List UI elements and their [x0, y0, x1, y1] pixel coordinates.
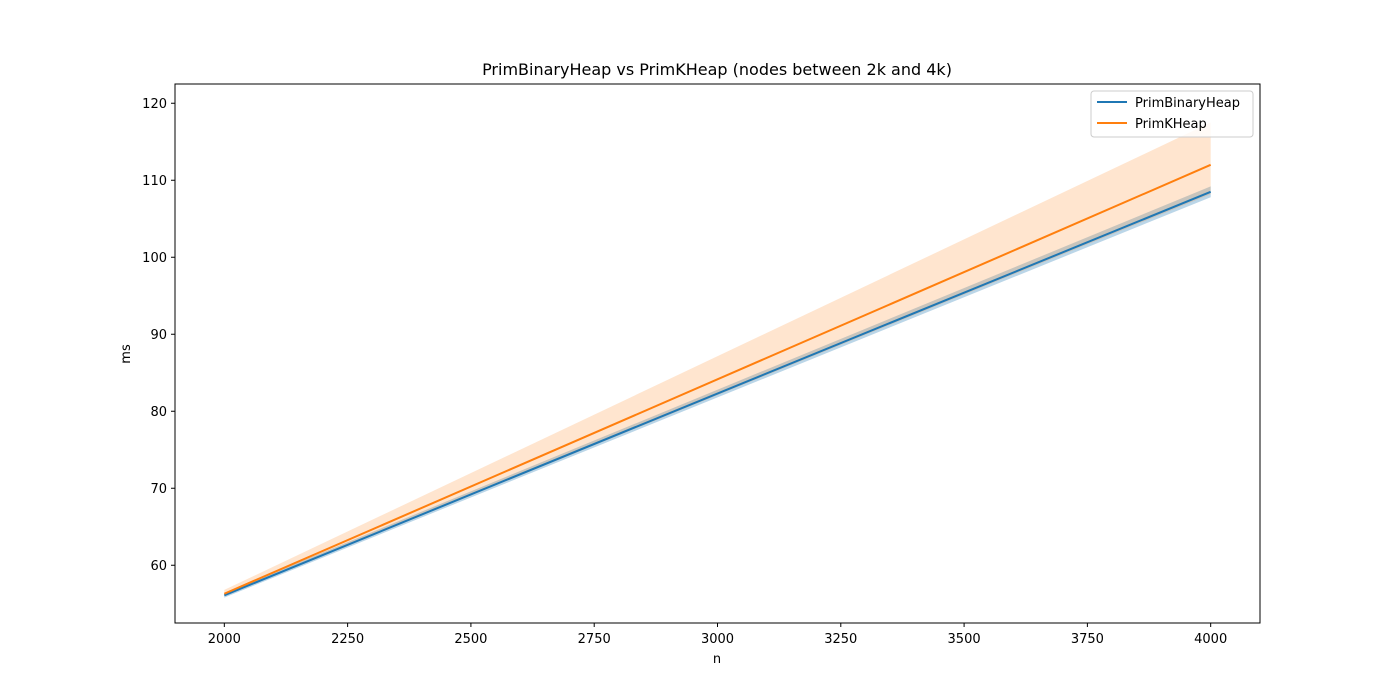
x-tick-label: 2750 — [578, 632, 611, 647]
y-tick-label: 60 — [150, 559, 167, 574]
y-axis-label: ms — [119, 344, 134, 364]
line-primbinaryheap — [223, 190, 1212, 597]
x-tick-label: 3250 — [824, 632, 857, 647]
y-tick-label: 90 — [150, 328, 167, 343]
line-primkheap — [223, 163, 1212, 595]
y-tick-label: 70 — [150, 482, 167, 497]
x-tick-label: 2250 — [331, 632, 364, 647]
x-tick-label: 4000 — [1194, 632, 1227, 647]
y-tick-label: 80 — [150, 405, 167, 420]
y-tick-label: 110 — [142, 174, 167, 189]
x-tick-label: 3750 — [1071, 632, 1104, 647]
band-primkheap — [224, 122, 1211, 597]
x-tick-label: 2000 — [208, 632, 241, 647]
x-axis-label: n — [713, 652, 721, 667]
series-lines — [223, 163, 1212, 597]
legend-label-primkheap: PrimKHeap — [1135, 117, 1207, 132]
y-tick-label: 100 — [142, 251, 167, 266]
y-axis: 60 70 80 90 100 110 120 — [142, 97, 175, 574]
x-tick-label: 3000 — [701, 632, 734, 647]
chart-title: PrimBinaryHeap vs PrimKHeap (nodes betwe… — [482, 60, 952, 79]
x-tick-label: 3500 — [948, 632, 981, 647]
y-tick-label: 120 — [142, 97, 167, 112]
x-axis: 2000 2250 2500 2750 3000 3250 3500 3750 4000 — [208, 623, 1227, 647]
legend: PrimBinaryHeap PrimKHeap — [1090, 90, 1254, 138]
x-tick-label: 2500 — [454, 632, 487, 647]
legend-box — [1090, 90, 1254, 138]
legend-label-primbinaryheap: PrimBinaryHeap — [1135, 96, 1240, 111]
